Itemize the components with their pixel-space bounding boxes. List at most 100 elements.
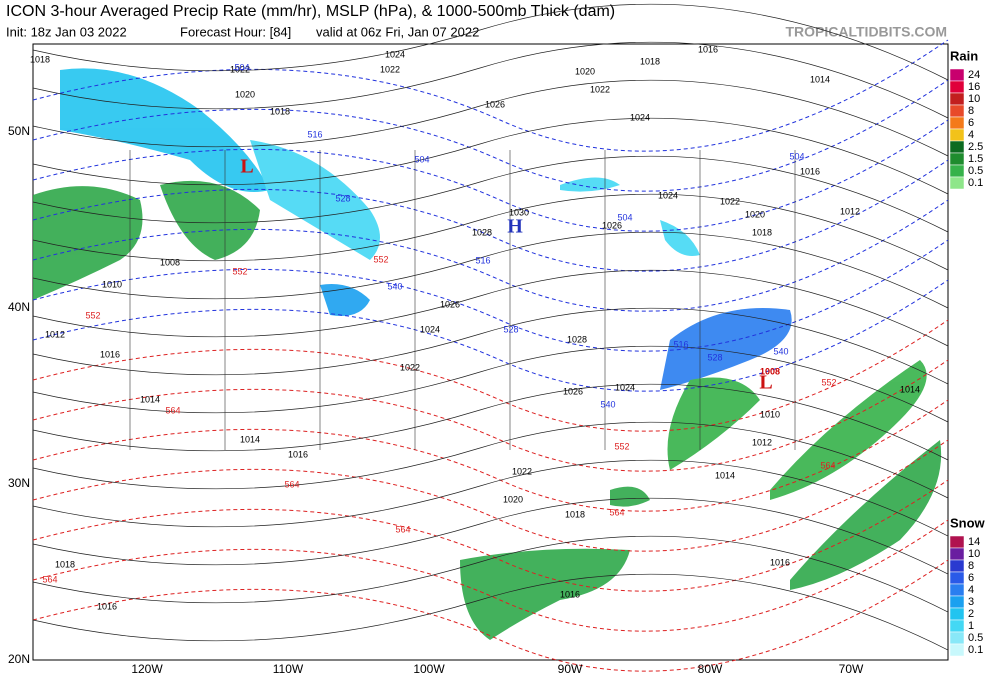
pressure-center: H [507,216,523,238]
longitude-label: 100W [413,662,445,676]
thickness-label: 540 [773,346,788,356]
thickness-label: 564 [609,507,624,517]
isobar-label: 1018 [270,106,290,116]
legend-level: 4 [968,584,974,596]
legend-level: 2.5 [968,141,983,153]
thickness-label: 516 [673,339,688,349]
longitude-label: 110W [273,662,304,676]
isobar [32,459,949,537]
isobar [32,269,949,347]
thickness-contour [32,519,949,632]
legend-swatch [949,80,965,94]
isobar-label: 1024 [420,324,440,334]
legend-level: 6 [968,117,974,129]
isobar-label: 1010 [760,409,780,419]
latitude-label: 40N [8,300,30,314]
legend-swatch [949,128,965,142]
pressure-center: L [759,372,772,394]
isobar-label: 1018 [565,509,585,519]
thickness-label: 564 [165,405,180,415]
isobar [32,193,949,271]
isobar [32,383,949,461]
thickness-label: 504 [414,154,429,164]
isobar-label: 1014 [140,394,160,404]
thickness-label: 564 [820,460,835,470]
thickness-label: 564 [284,479,299,489]
thickness-label: 528 [335,193,350,203]
isobar [32,117,949,195]
legend-level: 0.5 [968,165,983,177]
legend-swatch [949,583,965,597]
valid-time: valid at 06z Fri, Jan 07 2022 [316,24,479,39]
isobar-label: 1022 [230,64,250,74]
title: ICON 3-hour Averaged Precip Rate (mm/hr)… [6,3,615,20]
isobar-label: 1012 [45,329,65,339]
thickness-label: 504 [617,212,632,222]
latitude-label: 50N [8,124,30,138]
isobar-label: 1022 [512,466,532,476]
legend-level: 14 [968,536,980,548]
isobar-label: 1026 [485,99,505,109]
isobar-label: 1016 [800,166,820,176]
isobar [32,573,949,651]
legend-swatch [949,116,965,130]
legend-swatch [949,176,965,190]
source: TROPICALTIDBITS.COM [785,24,947,40]
legend-swatch [949,535,965,549]
legend-swatch [949,104,965,118]
legend-level: 24 [968,69,980,81]
latitude-label: 20N [8,652,30,666]
thickness-contour [32,39,949,152]
legend-level: 8 [968,105,974,117]
legend-level: 0.1 [968,644,983,656]
thickness-label: 516 [475,255,490,265]
isobar-label: 1020 [745,209,765,219]
isobar [32,421,949,499]
legend-level: 16 [968,81,980,93]
thickness-label: 564 [395,524,410,534]
legend-level: 3 [968,596,974,608]
thickness-label: 540 [387,281,402,291]
isobar-label: 1014 [715,470,735,480]
isobar-label: 1012 [840,206,860,216]
pressure-center: L [240,156,253,178]
isobar-label: 1016 [100,349,120,359]
thickness-label: 552 [821,377,836,387]
legend-swatch [949,619,965,633]
legend-swatch [949,643,965,657]
thickness-label: 552 [373,254,388,264]
legend-title: Rain [950,48,978,63]
isobar-label: 1024 [630,112,650,122]
isobar-label: 1020 [575,66,595,76]
isobar [32,155,949,233]
isobar [32,3,949,81]
thickness-label: 540 [600,399,615,409]
longitude-label: 90W [558,662,583,676]
legend-swatch [949,164,965,178]
legend-swatch [949,571,965,585]
precip [33,68,942,640]
legend-swatch [949,595,965,609]
forecast-hour: Forecast Hour: [84] [180,24,291,39]
isobar-label: 1018 [752,227,772,237]
init-time: Init: 18z Jan 03 2022 [6,24,127,39]
longitude-label: 70W [839,662,864,676]
legend-level: 0.1 [968,177,983,189]
legend-level: 0.5 [968,632,983,644]
isobar-label: 1024 [658,190,678,200]
thickness-label: 504 [789,151,804,161]
isobar-label: 1018 [30,54,50,64]
legend-level: 6 [968,572,974,584]
isobar-label: 1022 [380,64,400,74]
isobar-label: 1018 [55,559,75,569]
isobar [32,535,949,613]
isobar-label: 1024 [385,49,405,59]
isobar-label: 1014 [810,74,830,84]
isobar-label: 1022 [400,362,420,372]
isobar-label: 1008 [760,366,780,376]
thickness-label: 504 [234,62,249,72]
isobar-label: 1012 [752,437,772,447]
longitude-label: 80W [698,662,723,676]
isobar-label: 1022 [590,84,610,94]
isobar [32,497,949,575]
